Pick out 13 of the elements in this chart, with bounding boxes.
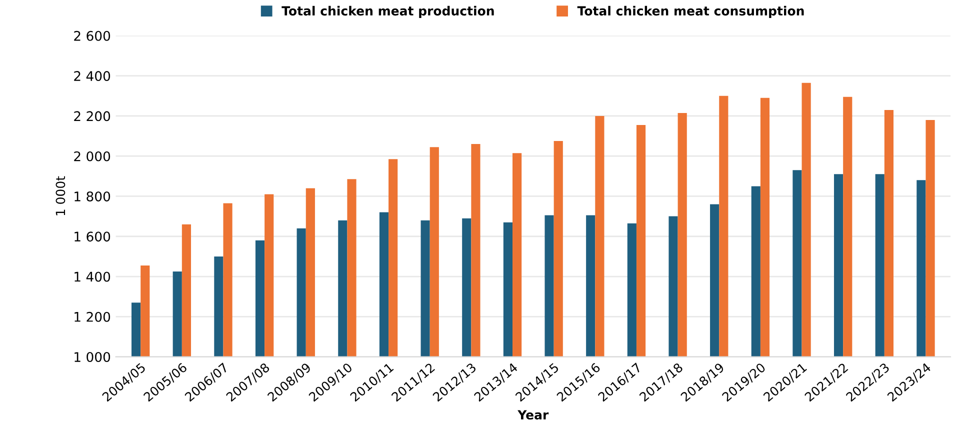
y-tick-label: 2 600 <box>74 30 110 41</box>
y-tick-label: 1 400 <box>74 272 110 282</box>
legend-label: Total chicken meat consumption <box>577 6 804 18</box>
y-tick-label: 1 800 <box>74 191 110 202</box>
y-tick-label: 1 000 <box>74 352 110 362</box>
legend-label: Total chicken meat production <box>282 6 494 18</box>
y-tick-label: 2 200 <box>74 111 110 122</box>
y-tick-label: 2 400 <box>74 71 110 82</box>
y-tick-label: 1 600 <box>74 232 110 242</box>
y-tick-label: 2 000 <box>74 151 110 162</box>
y-axis-title: 1 000t <box>56 176 66 216</box>
x-axis-title: Year <box>518 410 549 420</box>
y-tick-label: 1 200 <box>74 312 110 322</box>
